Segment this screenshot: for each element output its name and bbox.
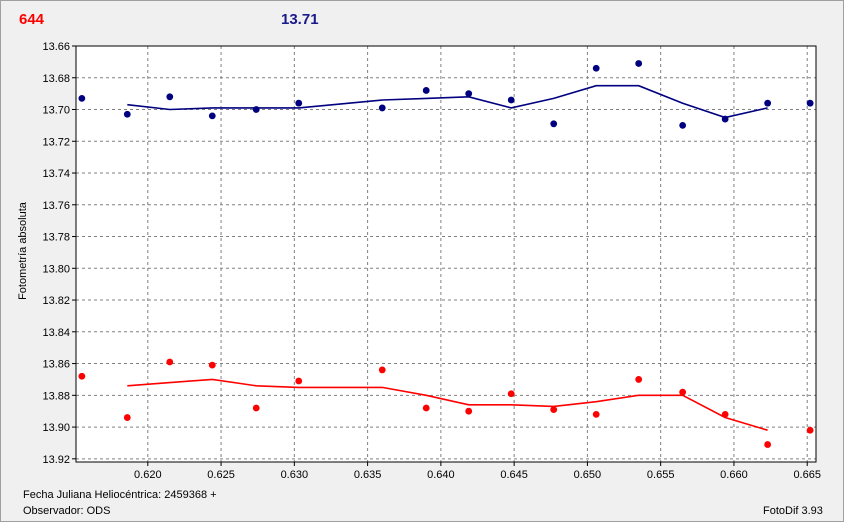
x-tick-label: 0.620 xyxy=(134,469,162,481)
series-1-point xyxy=(806,99,814,107)
y-tick-label: 13.90 xyxy=(42,422,70,434)
series-2-point xyxy=(252,404,260,412)
y-tick-label: 13.78 xyxy=(42,232,70,244)
series-1-point xyxy=(252,106,260,113)
plot-background xyxy=(76,46,816,462)
y-tick-label: 13.66 xyxy=(42,41,70,53)
header-right-value: 13.71 xyxy=(281,11,319,28)
y-tick-label: 13.74 xyxy=(42,168,70,180)
y-tick-label: 13.82 xyxy=(42,295,70,307)
series-2-point xyxy=(123,414,131,421)
series-1-point xyxy=(507,96,515,104)
series-1-point xyxy=(166,93,174,101)
series-1-point xyxy=(378,104,386,112)
y-tick-label: 13.88 xyxy=(42,390,70,402)
y-tick-label: 13.68 xyxy=(42,73,70,85)
series-1-point xyxy=(721,115,729,123)
series-1-point xyxy=(123,110,131,118)
series-2-trend-line xyxy=(127,378,768,431)
y-tick-label: 13.86 xyxy=(42,359,70,371)
header-left-value: 644 xyxy=(19,11,45,28)
julian-date-label: Fecha Juliana Heliocéntrica: 2459368 + xyxy=(23,489,217,501)
y-tick-label: 13.92 xyxy=(42,454,70,466)
chart-area: 0.620 0.625 0.630 0.635 0.640 0.645 0.650 0.655… xyxy=(17,41,821,481)
data-points xyxy=(78,60,814,448)
series-1-point xyxy=(635,60,643,67)
x-tick-label: 0.640 xyxy=(427,469,455,481)
series-1-point xyxy=(550,120,558,128)
series-1-point xyxy=(295,99,303,107)
series-2-point xyxy=(635,376,643,383)
x-tick-label: 0.650 xyxy=(574,469,602,481)
y-axis-label: Fotometría absoluta xyxy=(17,201,29,300)
series-2-point xyxy=(465,407,473,415)
series-2-point xyxy=(592,410,600,418)
x-tick-label: 0.655 xyxy=(647,469,675,481)
y-tick-label: 13.76 xyxy=(42,200,70,212)
series-2-point xyxy=(721,410,729,418)
series-2-point xyxy=(166,358,174,366)
series-1-point xyxy=(592,64,600,72)
series-2-point xyxy=(764,441,772,448)
plot-border xyxy=(75,45,817,463)
series-2-point xyxy=(679,388,687,396)
tick-labels: 0.620 0.625 0.630 0.635 0.640 0.645 0.650 0.655… xyxy=(42,41,821,481)
series-1-point xyxy=(208,112,216,120)
version-label: FotoDif 3.93 xyxy=(763,505,823,517)
y-tick-label: 13.84 xyxy=(42,327,70,339)
observer-label: Observador: ODS xyxy=(23,505,111,517)
series-2-point xyxy=(295,377,303,385)
series-1-point xyxy=(78,94,86,102)
x-tick-label: 0.645 xyxy=(500,469,528,481)
series-2-point xyxy=(507,390,515,398)
y-tick-label: 13.70 xyxy=(42,105,70,117)
x-tick-label: 0.630 xyxy=(281,469,309,481)
series-2-point xyxy=(422,404,430,412)
x-tick-label: 0.660 xyxy=(720,469,748,481)
y-tick-label: 13.80 xyxy=(42,263,70,275)
series-1-point xyxy=(679,121,687,129)
x-tick-label: 0.635 xyxy=(354,469,382,481)
x-tick-label: 0.625 xyxy=(207,469,235,481)
series-1-point xyxy=(422,87,430,94)
axes xyxy=(72,45,817,466)
series-2-point xyxy=(378,366,386,374)
x-tick-label: 0.665 xyxy=(793,469,821,481)
series-1-point xyxy=(465,90,473,98)
series-1-point xyxy=(764,99,772,107)
series-2-point xyxy=(806,426,814,434)
series-2-point xyxy=(550,406,558,414)
series-2-point xyxy=(208,361,216,369)
plot-fill xyxy=(76,46,816,462)
y-tick-label: 13.72 xyxy=(42,136,70,148)
series-2-point xyxy=(78,372,86,380)
